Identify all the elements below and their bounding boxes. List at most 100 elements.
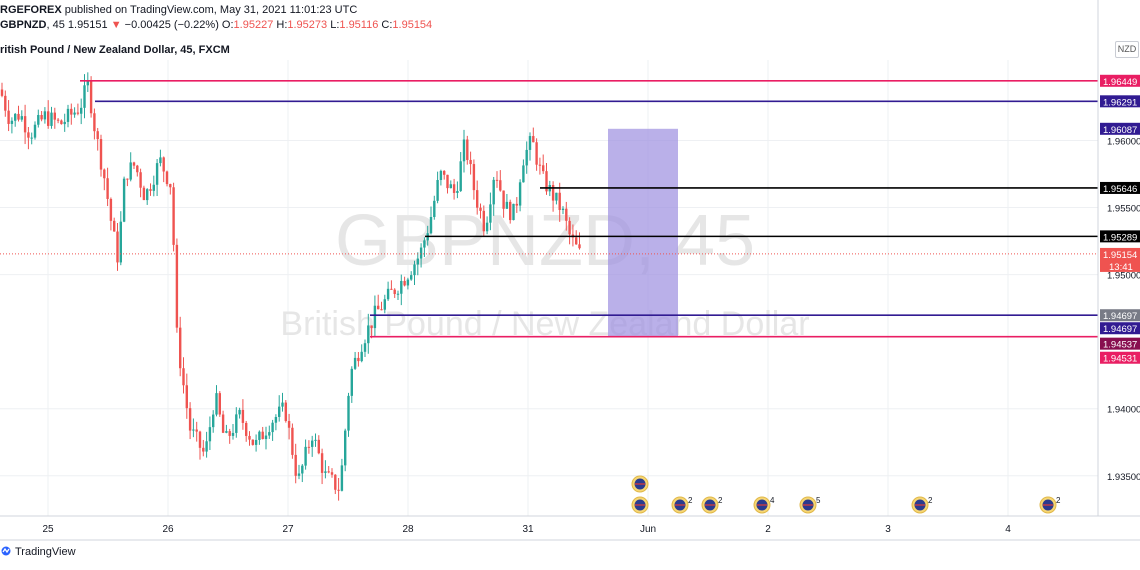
candle <box>109 197 113 231</box>
candle <box>149 183 152 196</box>
event-count: 2 <box>1056 496 1061 505</box>
candle <box>106 167 109 207</box>
candle-body <box>558 192 561 210</box>
candle <box>103 168 106 191</box>
candle-body <box>538 164 542 166</box>
candle-body <box>320 453 324 473</box>
candle-body <box>146 189 149 201</box>
candle <box>212 410 215 433</box>
brand-label: TradingView <box>15 546 76 558</box>
event-flag-icon: 5 <box>799 496 821 514</box>
candle <box>113 217 116 232</box>
high-value: 1.95273 <box>287 19 328 31</box>
tradingview-brand[interactable]: TradingView <box>0 546 76 558</box>
candle <box>7 100 10 132</box>
price-badge-bg <box>1100 337 1140 350</box>
x-tick-label: 31 <box>522 524 534 535</box>
candle-body <box>155 163 159 185</box>
publish-text: published on TradingView.com, May 31, 20… <box>61 4 358 16</box>
price-badge-label: 1.96449 <box>1103 77 1137 88</box>
x-tick-label: 27 <box>282 524 294 535</box>
candle <box>281 392 284 412</box>
candle-body <box>363 343 367 352</box>
candle <box>367 313 370 354</box>
candle-body <box>132 162 136 166</box>
candle-body <box>502 190 505 209</box>
candle <box>30 132 33 145</box>
candle-body <box>423 240 426 248</box>
candle-body <box>314 439 317 441</box>
candle <box>380 301 383 311</box>
candle-body <box>515 203 518 206</box>
candle-body <box>106 178 109 199</box>
candle-body <box>459 161 462 191</box>
candle <box>304 439 307 470</box>
candle <box>413 260 416 285</box>
candle-body <box>340 465 344 491</box>
candle-body <box>330 472 334 475</box>
candle-body <box>466 139 469 160</box>
candle-body <box>10 120 14 124</box>
candle <box>235 407 238 438</box>
candle-body <box>575 237 578 245</box>
candle-body <box>324 471 327 473</box>
x-tick-label: 4 <box>1005 524 1011 535</box>
candle <box>268 425 271 439</box>
candle <box>334 474 337 495</box>
candle <box>327 466 330 474</box>
candle <box>297 464 301 480</box>
candle-body <box>393 289 396 295</box>
candle <box>400 274 403 306</box>
range-box <box>608 128 678 337</box>
candle-body <box>499 180 502 191</box>
candle-body <box>179 327 182 369</box>
change-value: −0.00425 (−0.22%) <box>124 19 219 31</box>
candle-body <box>268 432 271 436</box>
candle-body <box>479 207 482 211</box>
low-label: L: <box>330 19 340 31</box>
candle <box>542 154 545 174</box>
candle <box>449 180 452 189</box>
currency-button[interactable]: NZD <box>1115 41 1139 58</box>
candle <box>248 431 251 446</box>
candle-body <box>489 204 492 223</box>
x-tick-label: Jun <box>640 524 656 535</box>
candle-body <box>568 220 571 235</box>
candle-body <box>287 421 291 428</box>
candle-body <box>271 422 274 433</box>
candle <box>518 179 522 212</box>
candle-body <box>419 247 423 259</box>
candle <box>396 290 400 301</box>
candle-body <box>472 164 476 191</box>
candle <box>136 164 139 177</box>
candle-body <box>485 222 489 232</box>
candle <box>63 113 66 132</box>
candle <box>165 170 169 187</box>
candle <box>225 424 228 434</box>
candle-body <box>386 288 390 300</box>
candle-body <box>116 231 119 263</box>
candle-body <box>561 208 565 210</box>
candle <box>446 174 449 194</box>
candle-body <box>505 201 509 209</box>
candle <box>198 430 202 460</box>
candle-body <box>17 113 20 120</box>
candle-body <box>33 124 37 138</box>
candle-body <box>212 414 215 428</box>
candle <box>538 157 542 175</box>
event-count: 4 <box>770 496 775 505</box>
candle <box>205 431 208 458</box>
candle-body <box>492 179 495 205</box>
candle-body <box>545 171 548 192</box>
candle-body <box>195 429 198 432</box>
candle <box>575 230 578 245</box>
candle-body <box>367 325 370 344</box>
price-badge-bg <box>1100 95 1140 108</box>
candle <box>23 104 27 145</box>
candle <box>357 352 360 367</box>
candle <box>528 132 532 161</box>
price-badge-label: 1.95154 <box>1103 250 1137 261</box>
low-value: 1.95116 <box>339 19 379 31</box>
candle-body <box>27 132 30 138</box>
